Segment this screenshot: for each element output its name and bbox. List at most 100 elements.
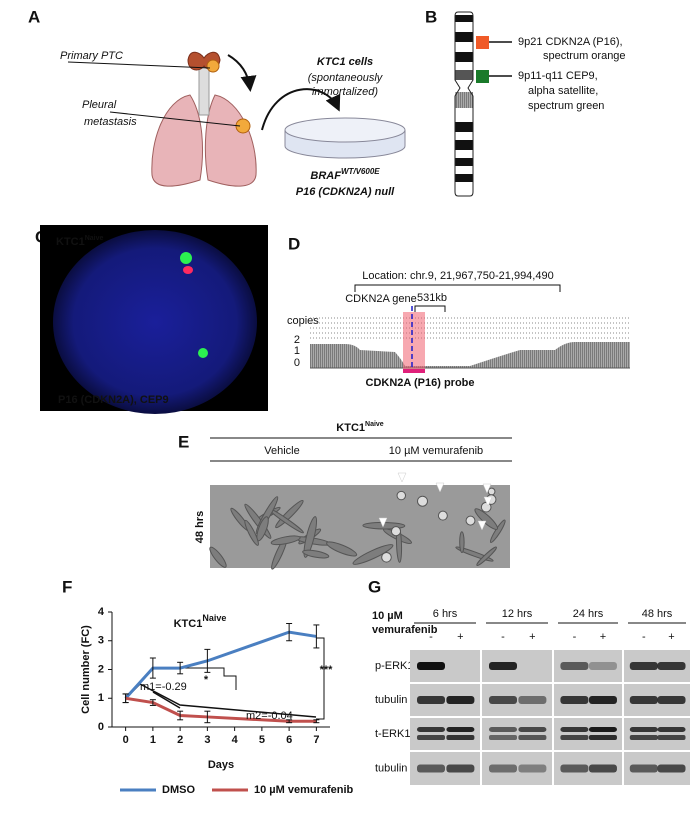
micro-title: KTC1Naive bbox=[336, 421, 384, 434]
chromosome-band bbox=[455, 182, 473, 195]
arrow bbox=[227, 54, 257, 92]
band bbox=[629, 662, 658, 670]
genotype-main: BRAF bbox=[310, 170, 341, 182]
lane-label: - bbox=[573, 631, 577, 643]
probe-bar bbox=[403, 369, 425, 373]
chromosome-band bbox=[455, 132, 473, 140]
signal-green bbox=[180, 252, 192, 264]
panel-label: A bbox=[28, 7, 40, 26]
band bbox=[657, 764, 686, 773]
band bbox=[629, 727, 658, 732]
band bbox=[588, 727, 617, 732]
copies-tick: 1 bbox=[294, 345, 300, 357]
fish-title-sup: Naive bbox=[85, 235, 104, 242]
micro-title-sup: Naive bbox=[365, 421, 384, 428]
time-label: 48 hrs bbox=[194, 511, 206, 543]
legend-label: 10 µM vemurafenib bbox=[254, 784, 354, 796]
pointer bbox=[109, 111, 241, 127]
row-label: t-ERK1/2 bbox=[375, 728, 420, 740]
chromosome-band bbox=[455, 158, 473, 166]
blot bbox=[410, 718, 480, 750]
band bbox=[489, 764, 517, 773]
band bbox=[518, 696, 547, 704]
cell bbox=[209, 546, 227, 568]
band bbox=[657, 727, 686, 732]
x-tick-label: 3 bbox=[204, 734, 210, 746]
panel-label: E bbox=[178, 432, 189, 451]
chromosome-band bbox=[455, 42, 473, 52]
band bbox=[446, 735, 475, 740]
cell bbox=[270, 535, 301, 546]
probe-label: 9p21 CDKN2A (P16), bbox=[518, 36, 623, 48]
annotation: m2=-0.04 bbox=[246, 710, 293, 722]
x-tick-label: 4 bbox=[232, 734, 239, 746]
dish-top bbox=[284, 117, 406, 143]
series-line bbox=[124, 630, 317, 700]
band bbox=[489, 662, 517, 670]
blot bbox=[482, 718, 552, 750]
band bbox=[518, 764, 547, 773]
band bbox=[417, 735, 445, 740]
x-tick-label: 2 bbox=[177, 734, 183, 746]
fish-title-main: KTC1 bbox=[56, 236, 85, 248]
blot bbox=[554, 718, 622, 750]
signal-green bbox=[198, 348, 208, 358]
probe-label: 9p11-q11 CEP9, bbox=[518, 70, 598, 82]
arrow bbox=[261, 88, 341, 131]
chromosome-band bbox=[455, 52, 473, 62]
row-label: tubulin bbox=[375, 762, 407, 774]
chromosome-band bbox=[455, 70, 473, 80]
panel-label: B bbox=[425, 7, 437, 26]
band bbox=[446, 696, 475, 704]
fish-title: KTC1Naive bbox=[56, 235, 104, 248]
probe-orange bbox=[476, 36, 489, 49]
arrowhead bbox=[397, 472, 407, 483]
location: Location: chr.9, 21,967,750-21,994,490 bbox=[362, 270, 553, 282]
band bbox=[518, 727, 547, 732]
band bbox=[560, 696, 589, 704]
row-label: tubulin bbox=[375, 694, 407, 706]
band bbox=[560, 764, 589, 773]
x-tick-label: 5 bbox=[259, 734, 265, 746]
chromosome-band bbox=[455, 166, 473, 174]
panel-label: G bbox=[368, 577, 381, 596]
arrowhead bbox=[483, 496, 493, 507]
band bbox=[588, 696, 617, 704]
annotation: m1=-0.29 bbox=[140, 681, 187, 693]
cell bbox=[302, 549, 330, 559]
annotation: * bbox=[204, 674, 209, 686]
band bbox=[657, 696, 686, 704]
band bbox=[489, 735, 517, 740]
time-label: 24 hrs bbox=[573, 608, 604, 620]
band bbox=[588, 662, 617, 670]
probe-label: CDKN2A (P16) probe bbox=[366, 377, 475, 389]
genotype: BRAFWT/V600E bbox=[310, 167, 380, 182]
label-metastasis: Pleural bbox=[82, 99, 117, 111]
copies-label: copies bbox=[287, 315, 319, 327]
pointer bbox=[67, 61, 211, 69]
chromosome-band bbox=[455, 15, 473, 22]
band bbox=[417, 696, 445, 704]
band bbox=[629, 696, 658, 704]
cell-line: KTC1 cells bbox=[317, 56, 373, 68]
right-lung bbox=[204, 94, 257, 187]
chromosome-band bbox=[455, 122, 473, 132]
round-cell bbox=[437, 510, 448, 521]
condition: Vehicle bbox=[264, 445, 299, 457]
time-label: 48 hrs bbox=[642, 608, 673, 620]
round-cell bbox=[390, 526, 402, 537]
micrograph bbox=[210, 485, 360, 568]
chart-title-sup: Naive bbox=[202, 613, 226, 623]
round-cell bbox=[381, 552, 392, 563]
blot bbox=[624, 718, 690, 750]
round-cell bbox=[487, 487, 496, 496]
band bbox=[629, 735, 658, 740]
size-bracket bbox=[414, 305, 446, 312]
cell bbox=[489, 519, 506, 543]
band bbox=[560, 727, 589, 732]
cell-line-note: immortalized) bbox=[312, 86, 378, 98]
bracket bbox=[180, 667, 237, 690]
arrowhead bbox=[435, 482, 445, 493]
fit-line bbox=[152, 691, 181, 709]
treatment: vemurafenib bbox=[372, 624, 438, 636]
